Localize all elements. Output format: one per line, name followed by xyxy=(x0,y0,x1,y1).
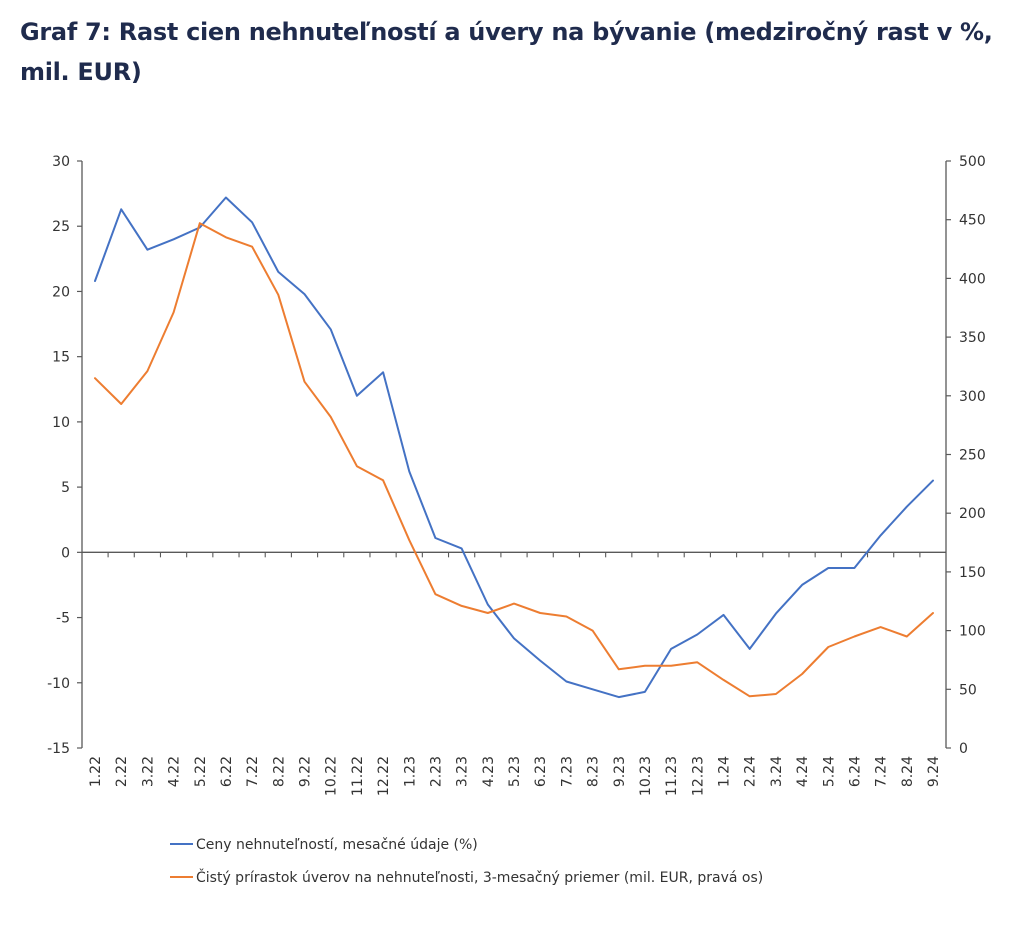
left-axis-tick-label: -15 xyxy=(47,741,70,757)
right-axis-tick-label: 50 xyxy=(959,682,977,698)
x-axis-tick-label: 9.23 xyxy=(612,756,628,787)
right-axis-tick-label: 250 xyxy=(959,448,986,464)
x-axis-tick-label: 9.24 xyxy=(926,756,942,787)
right-axis-tick-label: 100 xyxy=(959,624,986,640)
x-axis-tick-label: 4.24 xyxy=(795,756,811,787)
right-axis-tick-label: 500 xyxy=(959,154,986,170)
left-axis-tick-label: -10 xyxy=(47,676,70,692)
x-axis-tick-label: 2.24 xyxy=(743,756,759,787)
right-axis-tick-label: 400 xyxy=(959,271,986,287)
x-axis-tick-label: 12.22 xyxy=(376,756,392,796)
left-axis-tick-label: 25 xyxy=(52,219,70,235)
x-axis-tick-label: 5.24 xyxy=(821,756,837,787)
left-axis-tick-label: 10 xyxy=(52,415,70,431)
right-axis-tick-label: 350 xyxy=(959,330,986,346)
left-axis-tick-label: 15 xyxy=(52,350,70,366)
x-axis-tick-label: 10.23 xyxy=(638,756,654,796)
chart-title: Graf 7: Rast cien nehnuteľností a úvery … xyxy=(20,18,993,86)
right-axis-tick-label: 300 xyxy=(959,389,986,405)
x-axis-tick-label: 1.22 xyxy=(88,756,104,787)
x-axis-tick-label: 2.22 xyxy=(114,756,130,787)
x-axis-tick-label: 5.23 xyxy=(507,756,523,787)
left-axis-tick-label: 20 xyxy=(52,284,70,300)
x-axis-tick-label: 2.23 xyxy=(428,756,444,787)
x-axis-tick-label: 4.23 xyxy=(481,756,497,787)
x-axis-tick-label: 8.22 xyxy=(271,756,287,787)
x-axis-tick-label: 9.22 xyxy=(298,756,314,787)
x-axis-tick-label: 4.22 xyxy=(167,756,183,787)
axes: -15-10-505101520253005010015020025030035… xyxy=(47,154,986,796)
x-axis-tick-label: 3.22 xyxy=(140,756,156,787)
x-axis-tick-label: 5.22 xyxy=(193,756,209,787)
legend-label: Ceny nehnuteľností, mesačné údaje (%) xyxy=(196,837,478,853)
x-axis-tick-label: 7.22 xyxy=(245,756,261,787)
left-axis-tick-label: -5 xyxy=(56,611,70,627)
right-axis-tick-label: 200 xyxy=(959,506,986,522)
right-axis-tick-label: 150 xyxy=(959,565,986,581)
x-axis-tick-label: 11.23 xyxy=(664,756,680,796)
x-axis-tick-label: 8.24 xyxy=(900,756,916,787)
legend: Ceny nehnuteľností, mesačné údaje (%) Čis… xyxy=(170,837,763,886)
x-axis-tick-label: 12.23 xyxy=(690,756,706,796)
series-group xyxy=(94,196,934,699)
x-axis-tick-label: 6.24 xyxy=(847,756,863,787)
x-axis-tick-label: 6.23 xyxy=(533,756,549,787)
x-axis-tick-label: 7.24 xyxy=(874,756,890,787)
series-line-housing-loans xyxy=(94,222,934,698)
left-axis-tick-label: 0 xyxy=(61,545,70,561)
series-line-property-prices xyxy=(94,196,934,699)
x-axis-tick-label: 10.22 xyxy=(324,756,340,796)
x-axis-tick-label: 3.23 xyxy=(455,756,471,787)
left-axis-tick-label: 5 xyxy=(61,480,70,496)
x-axis-tick-label: 8.23 xyxy=(586,756,602,787)
x-axis-tick-label: 11.22 xyxy=(350,756,366,796)
x-axis-tick-label: 3.24 xyxy=(769,756,785,787)
legend-label: Čistý prírastok úverov na nehnuteľnosti,… xyxy=(196,868,763,886)
right-axis-tick-label: 0 xyxy=(959,741,968,757)
right-axis-tick-label: 450 xyxy=(959,213,986,229)
x-axis-tick-label: 1.24 xyxy=(717,756,733,787)
x-axis-tick-label: 7.23 xyxy=(559,756,575,787)
x-axis-tick-label: 1.23 xyxy=(402,756,418,787)
left-axis-tick-label: 30 xyxy=(52,154,70,170)
x-axis-tick-label: 6.22 xyxy=(219,756,235,787)
